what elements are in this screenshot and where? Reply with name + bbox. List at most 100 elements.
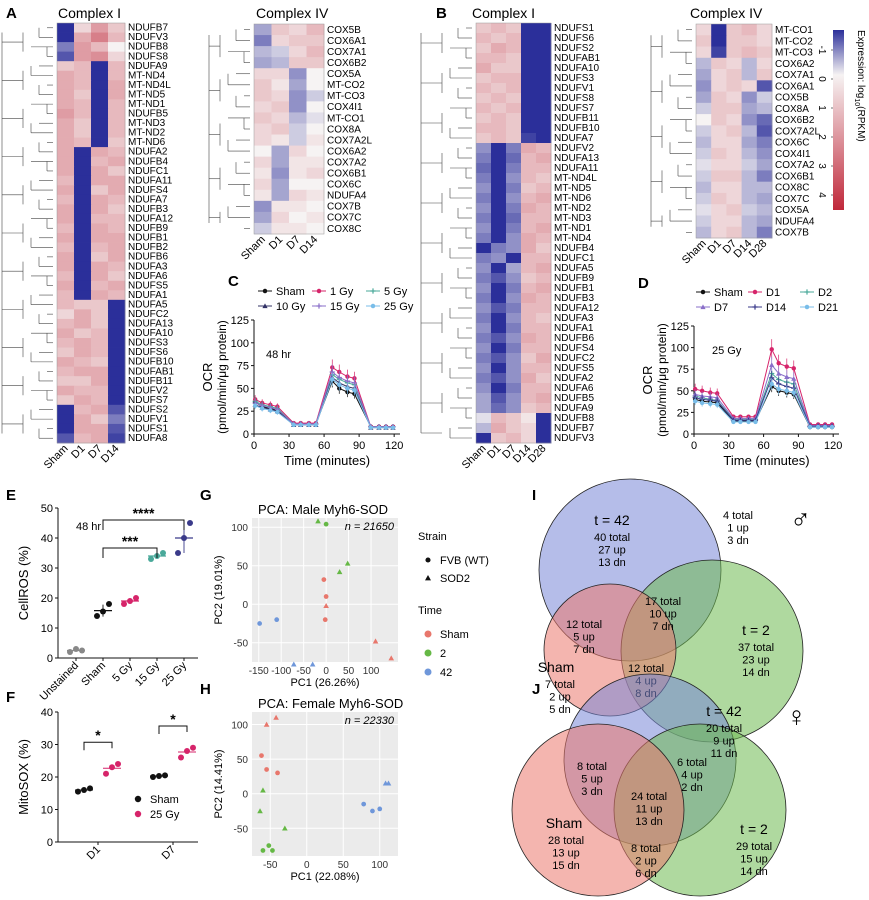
data-point [337, 382, 342, 387]
heatmap-cell [271, 112, 290, 124]
heatmap-cell [491, 123, 507, 134]
data-point [807, 424, 813, 430]
data-point [692, 398, 698, 404]
heatmap-cell [74, 299, 92, 310]
heatmap-cell [506, 343, 522, 354]
heatmap-row-label: COX6B1 [327, 169, 367, 180]
heatmap-cell [74, 404, 92, 415]
legend-swatch-marker [752, 304, 758, 310]
data-point [388, 655, 395, 661]
y-tick-label: 0 [243, 429, 249, 441]
heatmap-cell [536, 243, 552, 254]
data-point [784, 388, 790, 394]
heatmap-row-label: NDUFB10 [554, 123, 600, 134]
heatmap-cell [536, 433, 552, 444]
heatmap-cell [57, 42, 75, 53]
heatmap-cell [271, 211, 290, 224]
data-point [352, 388, 357, 393]
heatmap-cell [521, 33, 537, 44]
heatmap-cell [521, 413, 537, 424]
heatmap-cell [91, 414, 109, 425]
venn-j-t42-sham-count: 3 dn [581, 786, 602, 798]
data-point [184, 748, 190, 754]
heatmap-row-label: NDUFA9 [128, 61, 168, 72]
heatmap-row-label: COX7A2L [775, 126, 820, 137]
heatmap-row-label: NDUFB3 [554, 293, 594, 304]
heatmap-cell [711, 181, 727, 194]
heatmap-cell [711, 24, 727, 36]
heatmap-cell [108, 433, 126, 444]
heatmap-cell [57, 290, 75, 301]
venn-i-t42-outside-count: 3 dn [727, 535, 748, 547]
heatmap-cell [108, 223, 126, 234]
heatmap-cell [726, 159, 742, 171]
heatmap-cell [726, 35, 742, 47]
heatmap-cell [726, 147, 742, 160]
heatmap-cell [271, 57, 290, 69]
heatmap-col-label: Sham [680, 238, 709, 267]
data-point [133, 595, 139, 601]
heatmap-cell [536, 183, 552, 194]
heatmap-cell [91, 99, 109, 110]
heatmap-row-label: NDUFA2 [128, 147, 168, 158]
venn-i-t42-label: t = 42 [594, 512, 630, 528]
legend-label: D14 [766, 302, 786, 314]
heatmap-cell [491, 323, 507, 334]
data-point [106, 601, 112, 607]
heatmap-cell [711, 57, 727, 70]
x-tick-label: -50 [263, 860, 278, 871]
heatmap-cell [476, 283, 492, 294]
heatmap-cell [108, 347, 126, 358]
x-tick-label: 0 [323, 666, 329, 677]
series-25-gy [252, 372, 396, 430]
y-tick-label: 0 [242, 600, 248, 611]
heatmap-cell [108, 80, 126, 91]
series-d21 [692, 377, 835, 430]
heatmap-cell [521, 223, 537, 234]
heatmap-cell [74, 147, 92, 158]
data-point [103, 770, 109, 777]
venn-j-sham-count: 13 up [552, 848, 580, 860]
data-point [264, 767, 269, 772]
legend-swatch-marker [804, 304, 810, 310]
heatmap-cell [271, 178, 290, 191]
heatmap-cell [57, 347, 75, 358]
heatmap-cell [74, 51, 92, 62]
heatmap-cell [491, 33, 507, 44]
heatmap-cell [521, 303, 537, 314]
heatmap-row-label: COX4I1 [775, 149, 811, 160]
venn-i-t42-sham-count: 12 total [566, 619, 602, 631]
heatmap-cell [108, 89, 126, 100]
data-point [344, 378, 351, 384]
heatmap-cell [289, 57, 307, 69]
heatmap-cell [476, 323, 492, 334]
heatmap-cell [91, 118, 109, 129]
heatmap-cell [57, 213, 75, 224]
heatmap-cell [57, 166, 75, 177]
heatmap-cell [741, 170, 758, 183]
heatmap-cell [254, 222, 272, 235]
heatmap-cell [271, 68, 290, 80]
heatmap-row-label: COX5B [327, 25, 361, 36]
heatmap-cell [108, 271, 126, 282]
heatmap-cell [476, 123, 492, 134]
heatmap-row-label: NDUFC2 [128, 309, 169, 320]
heatmap-cell [491, 223, 507, 234]
heatmap-cell [57, 395, 75, 406]
heatmap-cell [306, 145, 325, 158]
heatmap-row-label: NDUFB3 [128, 204, 168, 215]
heatmap-cell [491, 173, 507, 184]
y-tick-label: -50 [234, 639, 249, 650]
heatmap-cell [91, 395, 109, 406]
venn-i-t2-sham-count: 12 total [628, 663, 664, 675]
heatmap-row-label: NDUFA3 [128, 261, 168, 272]
y-axis-label: MitoSOX (%) [16, 739, 31, 815]
heatmap-col-label: D14 [99, 443, 122, 466]
heatmap-cell [254, 68, 272, 80]
heatmap-cell [536, 303, 552, 314]
heatmap-cell [536, 73, 552, 84]
heatmap-cell [536, 263, 552, 274]
heatmap-cell [108, 213, 126, 224]
heatmap-row-label: COX7B [327, 202, 361, 213]
heatmap-col-label: D14 [298, 234, 321, 257]
